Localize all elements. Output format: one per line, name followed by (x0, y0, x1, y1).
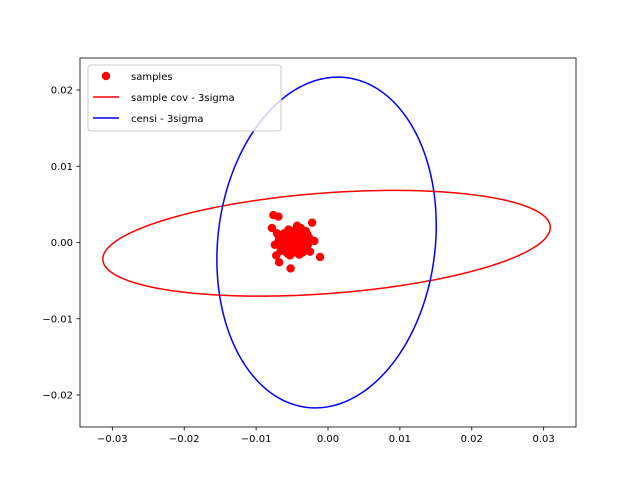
x-tick-label: 0.03 (533, 434, 555, 445)
x-axis: −0.03 −0.02 −0.01 0.00 0.01 0.02 0.03 (97, 427, 555, 445)
series-ellipse-2 (216, 76, 437, 409)
data-point (267, 223, 277, 233)
legend-label: sample cov - 3sigma (131, 93, 235, 104)
y-axis: −0.02 −0.01 0.00 0.01 0.02 (42, 86, 80, 402)
data-point (277, 244, 287, 253)
x-tick-label: 0.01 (389, 434, 411, 445)
data-point (303, 240, 313, 249)
series-ellipse-1 (102, 189, 552, 297)
legend-label: censi - 3sigma (131, 114, 204, 125)
legend-box (87, 64, 282, 132)
y-tick-label: 0.02 (51, 86, 73, 97)
data-point (270, 240, 280, 249)
series-layer (102, 76, 552, 409)
data-point (315, 252, 325, 262)
data-point (289, 233, 298, 243)
x-tick-label: −0.01 (241, 434, 272, 445)
data-point (307, 218, 317, 227)
x-tick-label: 0.00 (317, 434, 339, 445)
data-point (286, 264, 295, 273)
data-point (285, 226, 295, 236)
data-point (297, 228, 306, 237)
y-tick-label: −0.01 (42, 314, 73, 325)
legend: samples sample cov - 3sigma censi - 3sigma (87, 64, 282, 132)
data-point (295, 250, 304, 259)
x-tick-label: −0.02 (169, 434, 200, 445)
y-tick-label: 0.01 (51, 162, 73, 173)
data-point (274, 233, 284, 243)
data-point (274, 258, 284, 267)
data-point (274, 212, 283, 221)
y-tick-label: 0.00 (51, 238, 73, 249)
x-tick-label: 0.02 (461, 434, 483, 445)
data-point (310, 236, 319, 246)
legend-label: samples (131, 72, 173, 83)
legend-marker (101, 71, 111, 81)
x-tick-label: −0.03 (97, 434, 128, 445)
y-tick-label: −0.02 (42, 391, 73, 402)
